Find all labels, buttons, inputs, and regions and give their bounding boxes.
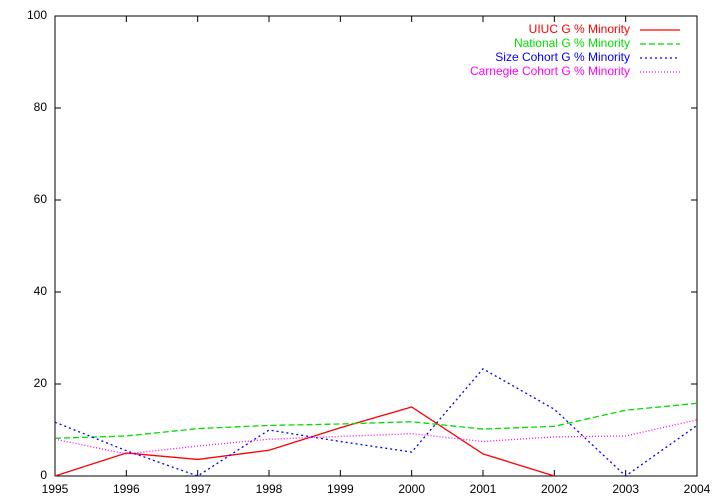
legend-label: National G % Minority bbox=[514, 36, 630, 50]
x-tick-label: 2000 bbox=[398, 482, 425, 496]
y-tick-label: 100 bbox=[27, 8, 47, 22]
series-line bbox=[54, 419, 698, 455]
y-tick-label: 0 bbox=[40, 468, 47, 482]
x-tick-label: 2002 bbox=[541, 482, 568, 496]
y-tick-label: 80 bbox=[34, 100, 48, 114]
x-tick-label: 2004 bbox=[684, 482, 711, 496]
legend-label: Size Cohort G % Minority bbox=[495, 50, 630, 64]
x-tick-label: 1998 bbox=[256, 482, 283, 496]
y-tick-label: 20 bbox=[34, 376, 48, 390]
series-line bbox=[54, 406, 555, 477]
series-line bbox=[54, 367, 698, 477]
x-tick-label: 1996 bbox=[113, 482, 140, 496]
x-tick-label: 2001 bbox=[470, 482, 497, 496]
x-tick-label: 2003 bbox=[612, 482, 639, 496]
legend-label: UIUC G % Minority bbox=[529, 22, 630, 36]
x-tick-label: 1997 bbox=[184, 482, 211, 496]
y-tick-label: 60 bbox=[34, 192, 48, 206]
legend-label: Carnegie Cohort G % Minority bbox=[470, 64, 630, 78]
y-tick-label: 40 bbox=[34, 284, 48, 298]
x-tick-label: 1999 bbox=[327, 482, 354, 496]
x-tick-label: 1995 bbox=[42, 482, 69, 496]
series-line bbox=[54, 402, 698, 439]
plot-border bbox=[54, 15, 698, 477]
